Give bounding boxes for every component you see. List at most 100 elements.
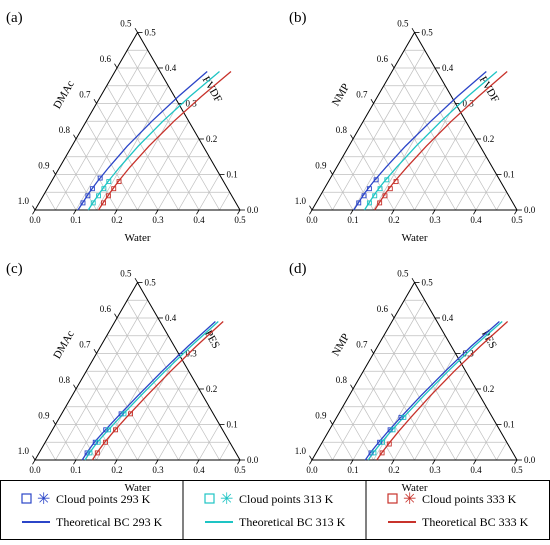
tick [514, 209, 518, 215]
panels: (a)0.00.01.00.10.10.90.20.20.80.30.30.70… [6, 10, 536, 494]
legend-cloud-313: ✳ Cloud points 313 K [204, 491, 334, 508]
cloud-point [368, 450, 374, 456]
tick [73, 384, 77, 390]
cloud-point [401, 414, 407, 420]
cloud-point [103, 439, 108, 445]
grid-line [414, 121, 467, 211]
grid-line [332, 424, 354, 461]
tick [196, 459, 200, 465]
tick-label-solvent: 0.6 [377, 304, 389, 314]
ternary-panel-2: (b)0.00.01.00.10.10.90.20.20.80.30.30.70… [289, 10, 536, 244]
cloud-point [393, 179, 399, 185]
legend-star-marker-333: ✳ [403, 491, 416, 508]
cloud-point [116, 179, 122, 185]
tick-label-polymer: 0.4 [165, 63, 177, 73]
tick-label-polymer: 0.4 [442, 63, 454, 73]
grid-line [414, 371, 467, 461]
grid-line [373, 335, 446, 461]
legend-frame [0, 480, 550, 540]
tick [114, 63, 118, 69]
tick [114, 313, 118, 319]
grid-line [55, 50, 149, 211]
tick [32, 455, 36, 461]
cloud-point [105, 193, 111, 199]
tick-label-solvent: 0.6 [100, 304, 112, 314]
grid [321, 49, 508, 211]
tick-label-polymer: 0.5 [422, 277, 434, 287]
triangle-frame [34, 31, 241, 211]
grid-line [44, 442, 56, 461]
tick [32, 205, 36, 211]
tick-label-water: 0.0 [306, 215, 318, 225]
legend-cloud-333: ✳ Cloud points 333 K [387, 491, 517, 508]
tick-label-solvent: 1.0 [18, 446, 30, 456]
grid-line [321, 442, 333, 461]
tick [114, 209, 118, 215]
legend-square-marker-313 [204, 493, 215, 504]
grid-line [126, 300, 220, 461]
grid-line [403, 50, 497, 211]
legend-bc-313: Theoretical BC 313 K [205, 515, 346, 529]
axis-title-bottom: Water [402, 232, 428, 244]
cloud-point [101, 200, 106, 206]
tick [73, 459, 77, 465]
legend-cloud-293-label: Cloud points 293 K [56, 492, 151, 506]
cloud-point [380, 439, 385, 445]
tick [73, 209, 77, 215]
tick [155, 209, 159, 215]
cloud-points-313K [371, 414, 407, 456]
tick-label-polymer: 0.3 [463, 348, 475, 358]
tick-label-polymer: 0.0 [247, 205, 259, 215]
tick-label-water: 0.5 [234, 215, 246, 225]
panel-label: (c) [6, 261, 23, 277]
grid-line [455, 156, 487, 211]
tick-label-solvent: 0.8 [336, 375, 348, 385]
tick-label-water: 0.4 [193, 215, 205, 225]
tick-label-solvent: 0.9 [38, 160, 50, 170]
tick [93, 348, 97, 354]
binodal-curve-293K [81, 321, 216, 461]
legend-cloud-333-label: Cloud points 333 K [422, 492, 517, 506]
axis-title-bottom: Water [125, 482, 151, 494]
grid-line [75, 388, 118, 461]
grid-line [116, 67, 200, 211]
grid-line [85, 121, 138, 211]
tick-label-polymer: 0.1 [227, 419, 238, 429]
tick-label-solvent: 0.8 [59, 125, 71, 135]
tick [473, 209, 477, 215]
cloud-point [103, 427, 109, 433]
tick-label-solvent: 0.5 [120, 268, 132, 278]
cloud-points-313K [366, 177, 390, 206]
tick [350, 384, 354, 390]
tick-label-polymer: 0.0 [524, 205, 536, 215]
tick [196, 209, 200, 215]
tick-label-water: 0.5 [234, 465, 246, 475]
axis-title-bottom: Water [402, 482, 428, 494]
tick-label-solvent: 1.0 [295, 446, 307, 456]
cloud-point [373, 177, 379, 183]
grid-line [55, 424, 77, 461]
tick-label-water: 0.3 [429, 215, 441, 225]
grid-line [332, 50, 426, 211]
grid-line [373, 353, 436, 461]
tick-label-polymer: 0.3 [463, 98, 475, 108]
tick-label-solvent: 0.7 [356, 89, 368, 99]
cloud-point [366, 200, 372, 206]
tick-label-water: 0.1 [70, 465, 81, 475]
cloud-point [89, 186, 95, 192]
grid-line [116, 317, 200, 461]
tick-label-solvent: 0.9 [315, 160, 327, 170]
tick-label-solvent: 0.7 [356, 339, 368, 349]
tick-label-water: 0.3 [152, 215, 164, 225]
cloud-point [97, 175, 103, 181]
cloud-point [377, 439, 383, 445]
tick [52, 169, 56, 175]
cloud-point [371, 450, 377, 456]
panel-label: (d) [289, 261, 307, 277]
cloud-point [361, 193, 367, 199]
axis-title-left: DMAc [51, 329, 77, 362]
grid-line [321, 192, 333, 211]
grid-line [178, 406, 210, 461]
tick [370, 348, 374, 354]
tick [350, 209, 354, 215]
